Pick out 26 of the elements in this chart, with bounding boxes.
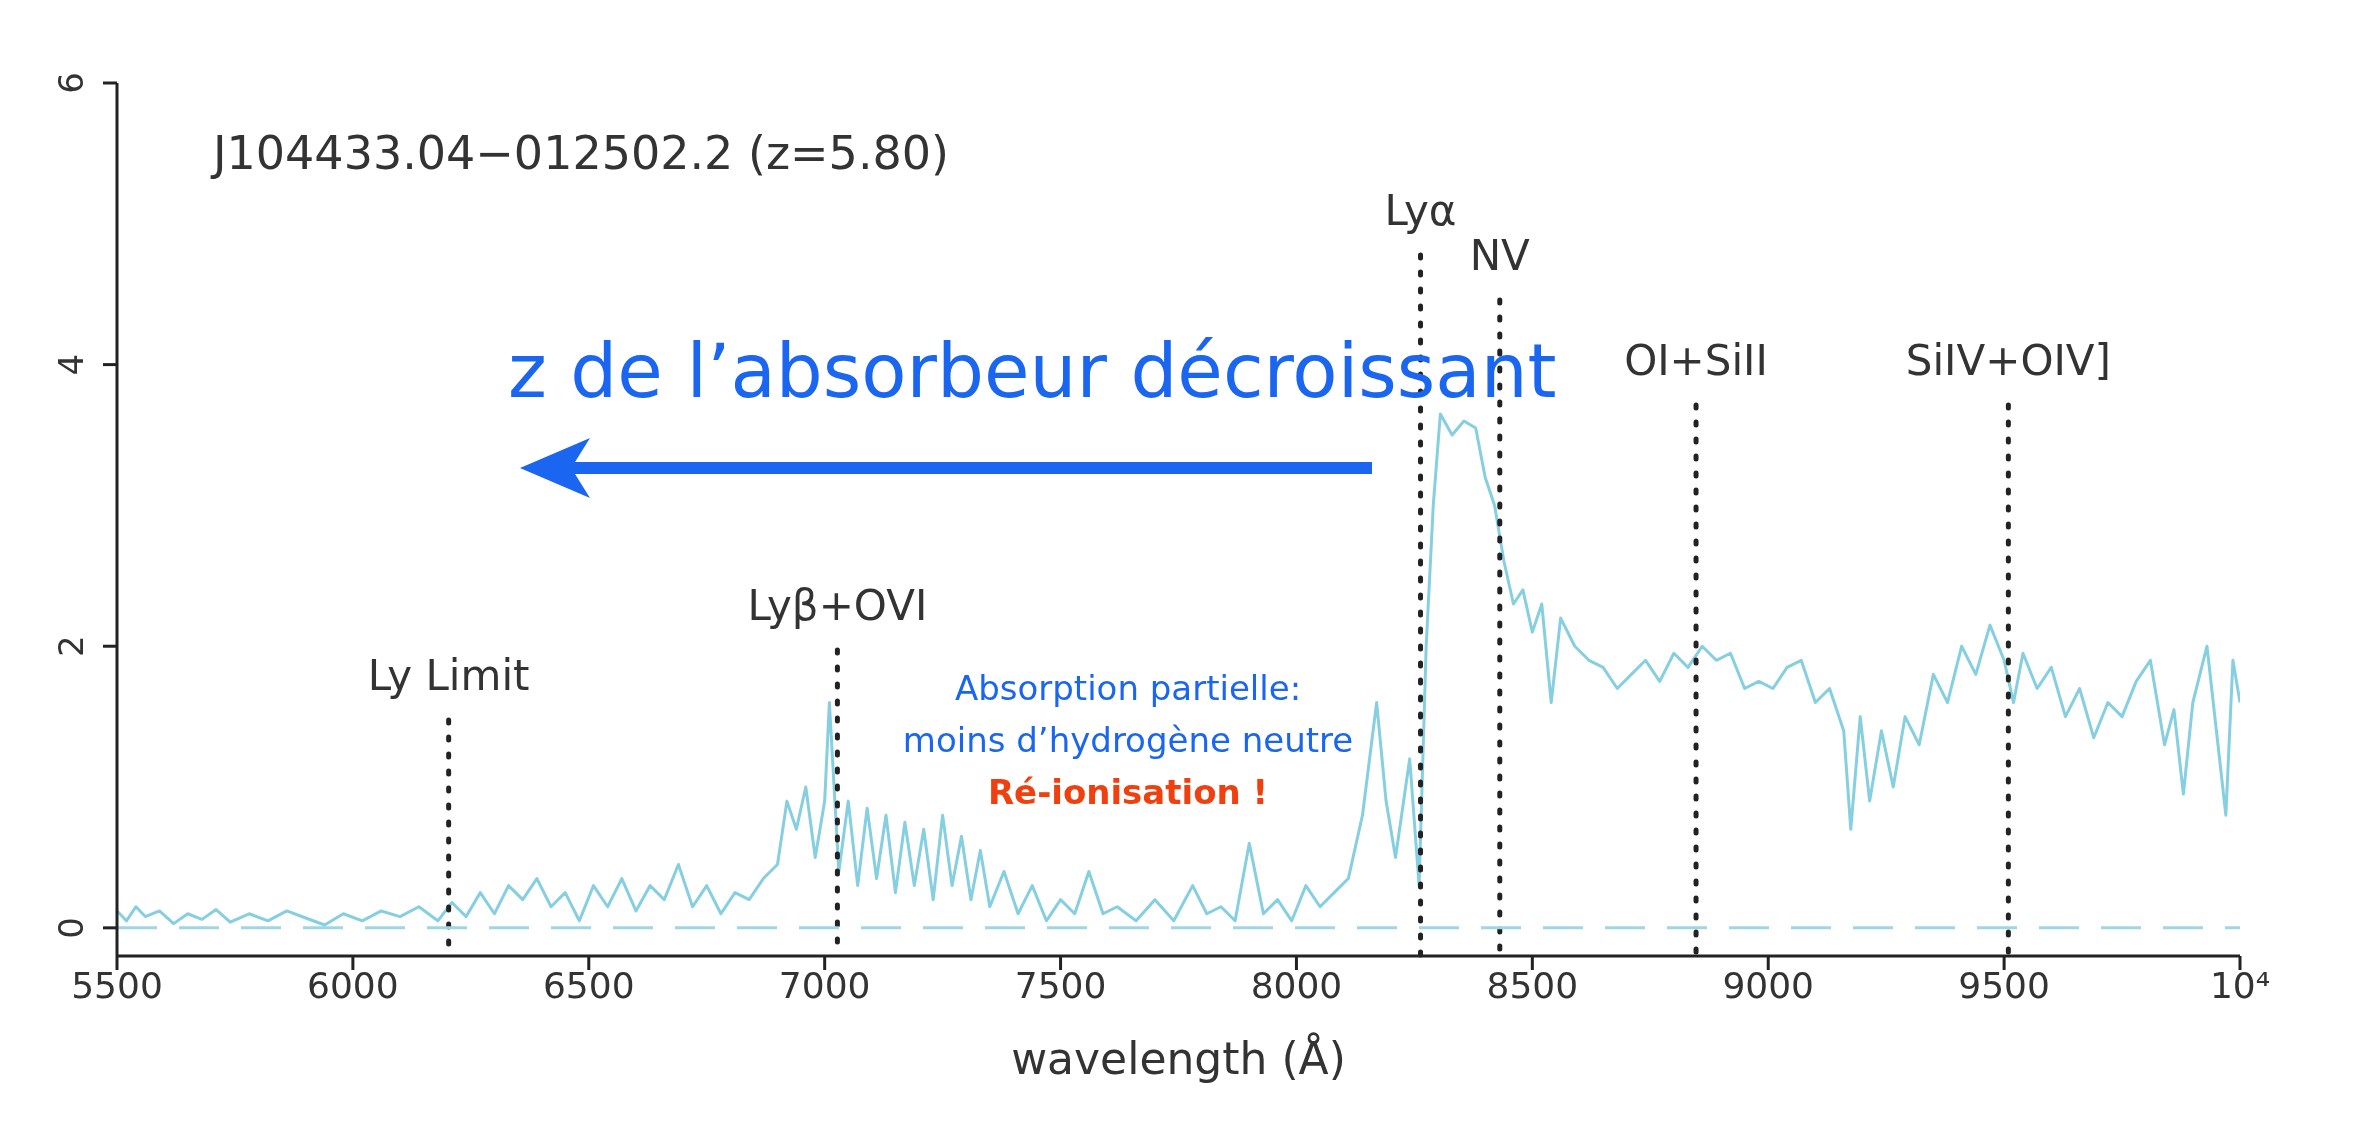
x-tick-label: 9500 xyxy=(1958,964,2050,1006)
x-tick-label: 8500 xyxy=(1486,964,1579,1006)
ref-line-label: Lyα xyxy=(1384,186,1457,235)
x-tick-label: 7500 xyxy=(1014,964,1107,1006)
ref-line-label: Ly Limit xyxy=(367,651,530,700)
x-tick-label: 7000 xyxy=(778,964,871,1006)
annotation: Ré-ionisation ! xyxy=(986,772,1270,812)
y-tick-label: 0 xyxy=(51,917,91,939)
annotation: moins d’hydrogène neutre xyxy=(901,720,1355,760)
x-tick-label: 6000 xyxy=(307,964,399,1006)
y-tick-label: 6 xyxy=(51,72,91,94)
y-tick-label: 4 xyxy=(51,353,91,376)
annotation: z de l’absorbeur décroissant xyxy=(508,328,1557,414)
ref-line-label: Lyβ+OVI xyxy=(747,581,928,630)
x-tick-label: 8000 xyxy=(1250,964,1343,1006)
x-tick-label: 5500 xyxy=(71,964,163,1006)
ref-line-label: SiIV+OIV] xyxy=(1905,336,2111,385)
annotation: Absorption partielle: xyxy=(953,668,1303,708)
x-axis-title: wavelength (Å) xyxy=(1011,1032,1346,1084)
line-series xyxy=(117,412,2240,927)
ref-line-label: NV xyxy=(1469,231,1531,280)
y-tick-label: 2 xyxy=(51,635,91,658)
ref-line-label: OI+SiII xyxy=(1624,336,1768,385)
x-tick-label: 6500 xyxy=(542,964,635,1006)
x-tick-label: 9000 xyxy=(1722,964,1815,1006)
x-tick-label: 10⁴ xyxy=(2209,964,2271,1006)
